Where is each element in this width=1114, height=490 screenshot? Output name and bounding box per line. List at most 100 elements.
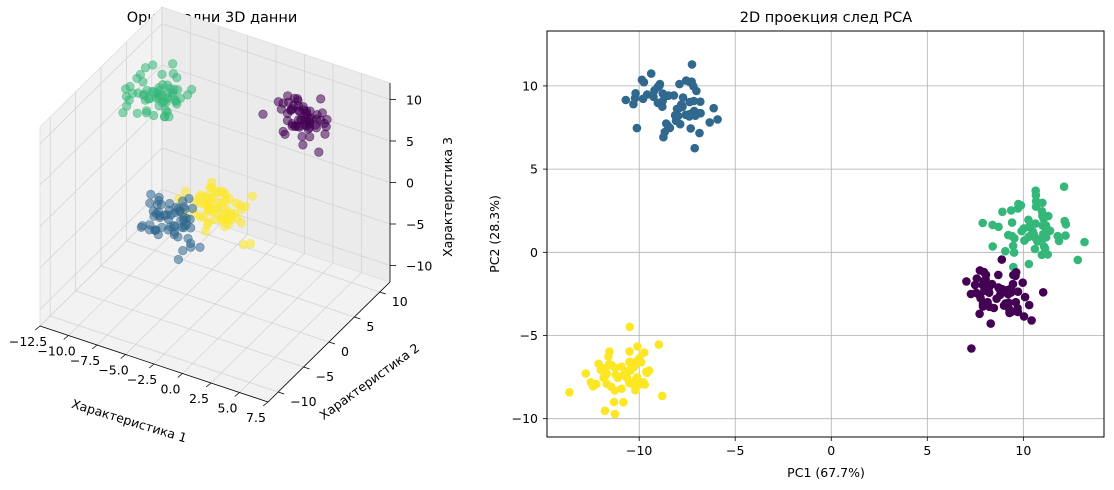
data-point-2d bbox=[1039, 242, 1049, 251]
data-point-2d bbox=[621, 95, 631, 105]
tick-mark-x-3d bbox=[234, 392, 240, 397]
data-point-2d bbox=[617, 384, 626, 394]
grid-layer-2d bbox=[547, 31, 1104, 437]
data-point-2d bbox=[1019, 312, 1029, 321]
data-point-2d bbox=[1024, 300, 1034, 310]
data-point-2d bbox=[625, 322, 634, 332]
data-point-2d bbox=[625, 347, 634, 356]
data-point-2d bbox=[687, 60, 697, 69]
data-point-2d bbox=[970, 280, 980, 290]
gridline-z-back bbox=[161, 147, 391, 225]
data-point-2d bbox=[1018, 278, 1027, 288]
data-point-3d bbox=[178, 246, 188, 256]
y-axis-label-2d: PC2 (28.3%) bbox=[487, 195, 502, 273]
data-point-2d bbox=[607, 360, 616, 370]
tick-mark-x-3d bbox=[177, 373, 183, 378]
data-point-3d bbox=[202, 193, 213, 203]
x-tick-label-2d: 0 bbox=[827, 443, 835, 458]
data-point-2d bbox=[631, 89, 640, 98]
x-tick-label-3d: −5.0 bbox=[98, 363, 128, 378]
data-point-3d bbox=[290, 121, 301, 132]
data-point-2d bbox=[997, 255, 1007, 264]
y-tick-label-2d: 5 bbox=[530, 162, 538, 177]
tick-mark-x-3d bbox=[34, 325, 41, 331]
data-point-3d bbox=[140, 95, 150, 105]
plot-2d: 2D проекция след PCA −10 −5 0 5 10−10−50510 … bbox=[487, 10, 1105, 480]
data-point-3d bbox=[145, 198, 155, 208]
data-point-2d bbox=[644, 366, 654, 375]
data-point-2d bbox=[565, 388, 574, 397]
x-axis-label-2d: PC1 (67.7%) bbox=[787, 465, 865, 480]
data-point-3d bbox=[156, 199, 166, 210]
data-point-2d bbox=[673, 111, 683, 121]
data-point-2d bbox=[1030, 244, 1040, 254]
data-point-3d bbox=[236, 218, 246, 228]
data-point-3d bbox=[287, 104, 297, 114]
z-tick-label-3d: 0 bbox=[406, 176, 414, 191]
data-point-2d bbox=[1024, 222, 1034, 232]
x-tick-label-2d: 5 bbox=[923, 443, 931, 458]
tick-mark-x-3d bbox=[120, 354, 126, 359]
data-point-3d bbox=[258, 109, 268, 119]
data-point-3d bbox=[186, 238, 196, 248]
data-point-2d bbox=[705, 118, 714, 127]
data-point-2d bbox=[1061, 231, 1070, 240]
data-point-3d bbox=[173, 254, 183, 264]
data-point-2d bbox=[1006, 288, 1016, 297]
data-point-2d bbox=[1039, 233, 1049, 242]
x-tick-label-3d: 7.5 bbox=[246, 410, 266, 425]
data-point-2d bbox=[713, 115, 722, 124]
data-point-2d bbox=[983, 297, 992, 307]
data-point-2d bbox=[605, 347, 614, 356]
data-point-2d bbox=[646, 69, 656, 78]
data-point-2d bbox=[984, 288, 994, 298]
z-tick-label-3d: −5 bbox=[406, 217, 424, 232]
data-point-2d bbox=[1073, 255, 1083, 265]
data-point-2d bbox=[1001, 246, 1010, 256]
data-point-2d bbox=[1006, 206, 1016, 215]
data-point-3d bbox=[293, 96, 303, 106]
tick-mark-y-3d bbox=[328, 341, 336, 345]
gridline-z-back bbox=[161, 23, 391, 100]
data-point-2d bbox=[678, 93, 688, 102]
data-point-2d bbox=[994, 270, 1003, 280]
data-point-3d bbox=[149, 110, 159, 121]
gridline-z-wall bbox=[39, 189, 163, 310]
tick-mark-x-3d bbox=[262, 401, 269, 407]
data-point-3d bbox=[179, 215, 189, 225]
data-point-3d bbox=[161, 97, 171, 107]
x-tick-label-3d: 5.0 bbox=[218, 401, 238, 416]
data-point-2d bbox=[657, 391, 667, 401]
data-point-2d bbox=[675, 119, 685, 129]
data-point-2d bbox=[599, 373, 608, 383]
data-point-2d bbox=[686, 124, 695, 133]
data-point-3d bbox=[195, 242, 205, 252]
tick-mark-y-3d bbox=[278, 391, 285, 395]
data-point-2d bbox=[1008, 241, 1018, 251]
data-point-2d bbox=[1011, 268, 1021, 277]
data-point-2d bbox=[623, 366, 632, 376]
data-point-3d bbox=[297, 131, 307, 142]
data-point-2d bbox=[633, 342, 642, 351]
data-point-2d bbox=[986, 319, 995, 328]
gridline-z-back bbox=[161, 106, 391, 183]
data-point-2d bbox=[681, 76, 691, 85]
data-point-2d bbox=[1045, 226, 1055, 236]
data-point-2d bbox=[1013, 287, 1023, 297]
data-point-2d bbox=[1020, 292, 1030, 302]
data-point-2d bbox=[1038, 288, 1048, 297]
data-point-3d bbox=[151, 225, 161, 235]
data-point-2d bbox=[1007, 231, 1017, 241]
data-point-2d bbox=[632, 123, 642, 133]
data-point-3d bbox=[132, 108, 142, 118]
data-point-2d bbox=[622, 373, 632, 383]
x-tick-label-2d: −5 bbox=[726, 443, 744, 458]
data-point-2d bbox=[696, 108, 705, 118]
data-point-3d bbox=[283, 91, 293, 101]
data-point-2d bbox=[632, 373, 642, 382]
data-point-2d bbox=[674, 104, 684, 113]
data-point-2d bbox=[649, 92, 658, 102]
data-point-3d bbox=[204, 205, 214, 215]
data-point-2d bbox=[1024, 215, 1033, 225]
data-point-2d bbox=[600, 406, 610, 416]
